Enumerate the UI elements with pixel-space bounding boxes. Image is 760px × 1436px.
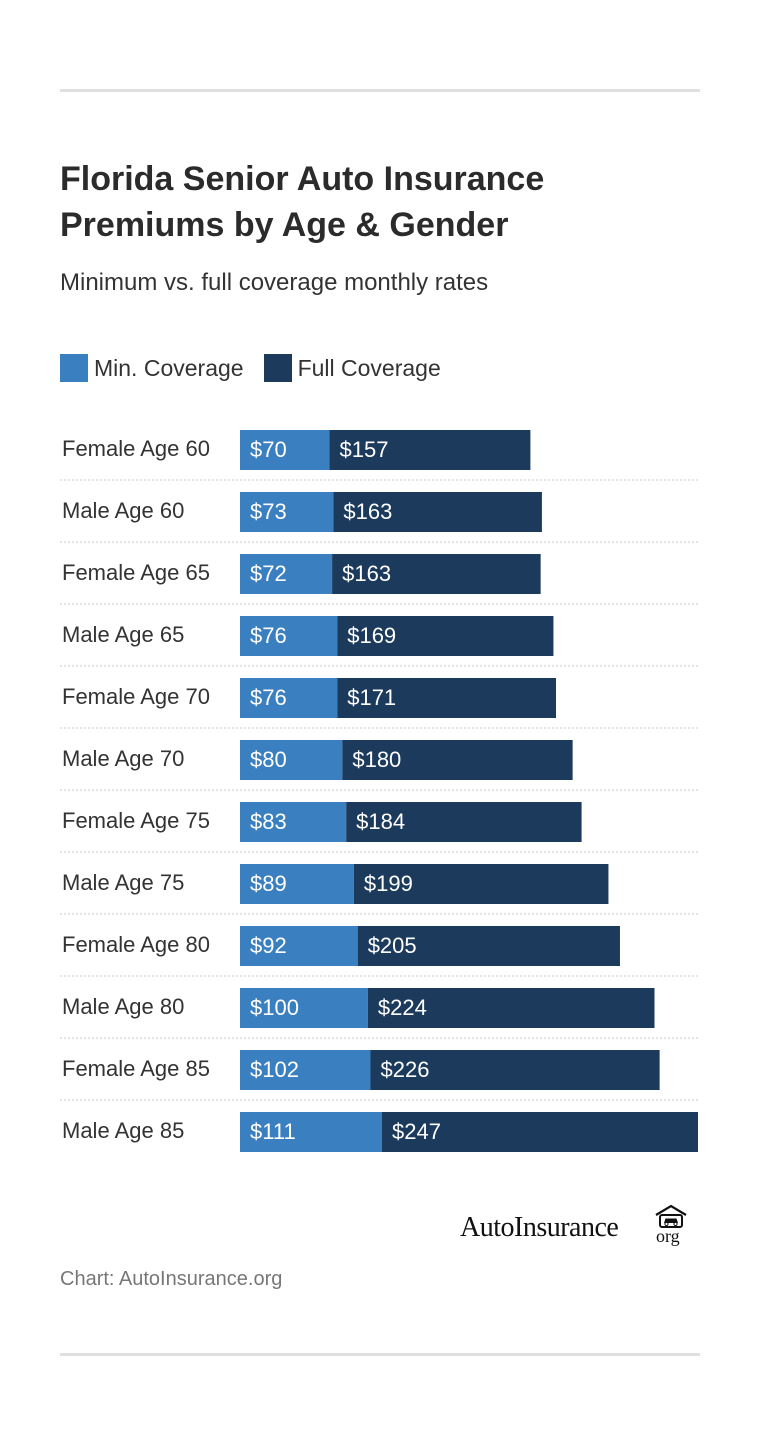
bar-full-male-age-85 — [382, 1112, 698, 1152]
row-label-male-age-85: Male Age 85 — [62, 1118, 184, 1143]
bar-min-female-age-65 — [240, 554, 333, 594]
value-label-min-male-age-75: $89 — [250, 871, 287, 896]
bar-min-female-age-70 — [240, 678, 338, 718]
row-label-female-age-70: Female Age 70 — [62, 684, 210, 709]
bar-min-male-age-70 — [240, 740, 343, 780]
bar-full-female-age-85 — [370, 1050, 660, 1090]
chart-title: Florida Senior Auto Insurance Premiums b… — [60, 160, 545, 244]
row-label-male-age-70: Male Age 70 — [62, 746, 184, 771]
row-label-female-age-75: Female Age 75 — [62, 808, 210, 833]
legend-swatch-min — [60, 354, 88, 382]
bar-full-female-age-65 — [332, 554, 541, 594]
value-label-full-female-age-60: $157 — [340, 437, 389, 462]
row-label-male-age-65: Male Age 65 — [62, 622, 184, 647]
value-label-min-female-age-70: $76 — [250, 685, 287, 710]
row-label-female-age-60: Female Age 60 — [62, 436, 210, 461]
row-label-female-age-80: Female Age 80 — [62, 932, 210, 957]
row-label-female-age-85: Female Age 85 — [62, 1056, 210, 1081]
top-divider — [60, 89, 700, 92]
value-label-full-female-age-70: $171 — [347, 685, 396, 710]
logo-suffix: org — [656, 1226, 680, 1246]
legend-label-full: Full Coverage — [297, 355, 441, 381]
value-label-full-female-age-75: $184 — [356, 809, 405, 834]
bar-full-male-age-60 — [333, 492, 542, 532]
row-label-female-age-65: Female Age 65 — [62, 560, 210, 585]
bar-full-female-age-70 — [337, 678, 556, 718]
autoinsurance-logo: AutoInsurance org — [460, 1204, 700, 1248]
value-label-min-female-age-80: $92 — [250, 933, 287, 958]
row-label-male-age-75: Male Age 75 — [62, 870, 184, 895]
value-label-min-male-age-70: $80 — [250, 747, 287, 772]
value-label-full-male-age-80: $224 — [378, 995, 427, 1020]
bar-min-male-age-80 — [240, 988, 368, 1028]
car-garage-icon — [655, 1204, 687, 1228]
bar-min-female-age-85 — [240, 1050, 371, 1090]
value-label-min-female-age-60: $70 — [250, 437, 287, 462]
bar-full-male-age-80 — [367, 988, 655, 1028]
chart-legend: Min. Coverage Full Coverage — [60, 354, 461, 382]
bar-full-female-age-60 — [329, 430, 531, 470]
value-label-full-male-age-70: $180 — [352, 747, 401, 772]
value-label-full-female-age-80: $205 — [368, 933, 417, 958]
value-label-min-female-age-75: $83 — [250, 809, 287, 834]
value-label-full-male-age-85: $247 — [392, 1119, 441, 1144]
value-label-min-male-age-60: $73 — [250, 499, 287, 524]
bar-full-female-age-80 — [357, 926, 620, 966]
row-label-male-age-60: Male Age 60 — [62, 498, 184, 523]
value-label-min-male-age-65: $76 — [250, 623, 287, 648]
bottom-divider — [60, 1353, 700, 1356]
bar-full-female-age-75 — [346, 802, 582, 842]
value-label-min-male-age-80: $100 — [250, 995, 299, 1020]
value-label-min-female-age-65: $72 — [250, 561, 287, 586]
bar-full-male-age-70 — [342, 740, 573, 780]
value-label-full-male-age-65: $169 — [347, 623, 396, 648]
chart-source: Chart: AutoInsurance.org — [60, 1268, 283, 1290]
bar-min-male-age-75 — [240, 864, 354, 904]
value-label-min-male-age-85: $111 — [250, 1119, 296, 1144]
row-label-male-age-80: Male Age 80 — [62, 994, 184, 1019]
value-label-min-female-age-85: $102 — [250, 1057, 299, 1082]
bar-min-female-age-60 — [240, 430, 330, 470]
bar-min-female-age-75 — [240, 802, 347, 842]
value-label-full-female-age-65: $163 — [342, 561, 391, 586]
value-label-full-male-age-75: $199 — [364, 871, 413, 896]
bar-min-female-age-80 — [240, 926, 358, 966]
chart-subtitle: Minimum vs. full coverage monthly rates — [60, 269, 489, 296]
value-label-full-female-age-85: $226 — [380, 1057, 429, 1082]
bar-full-male-age-65 — [337, 616, 554, 656]
bar-min-male-age-85 — [240, 1112, 383, 1152]
legend-item-min: Min. Coverage — [60, 354, 244, 382]
legend-label-min: Min. Coverage — [94, 355, 244, 381]
bar-min-male-age-60 — [240, 492, 334, 532]
legend-swatch-full — [263, 354, 292, 382]
logo-wordmark: AutoInsurance — [460, 1212, 619, 1243]
legend-item-full: Full Coverage — [263, 354, 441, 382]
bar-min-male-age-65 — [240, 616, 338, 656]
bar-full-male-age-75 — [353, 864, 609, 904]
value-label-full-male-age-60: $163 — [343, 499, 392, 524]
